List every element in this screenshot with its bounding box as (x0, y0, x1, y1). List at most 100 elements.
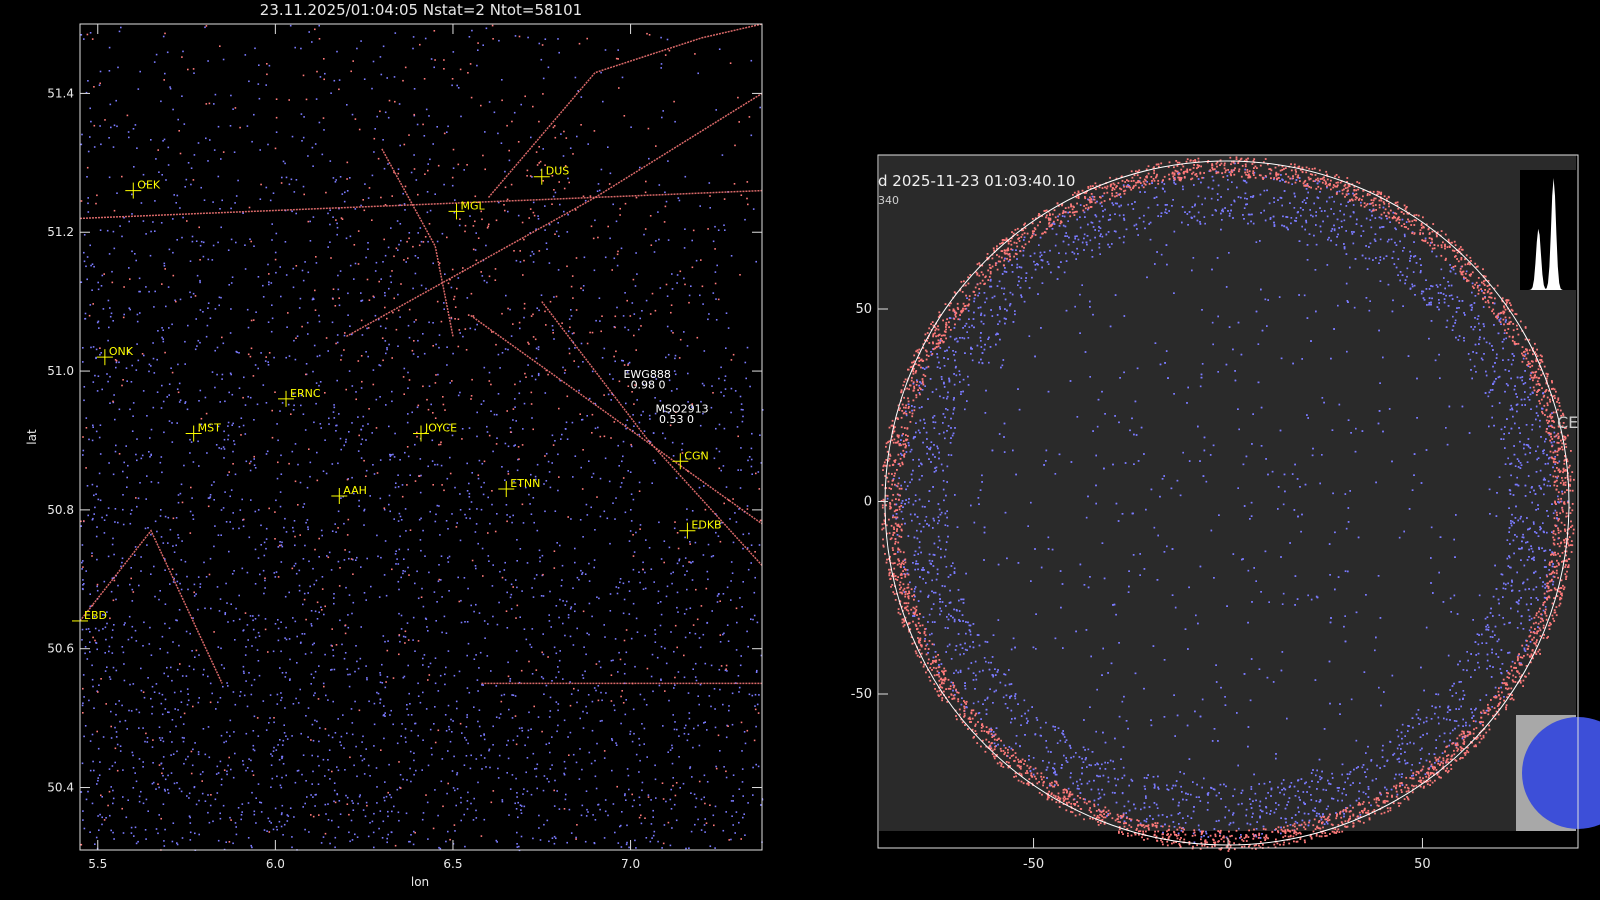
left-red-point (161, 772, 163, 775)
left-blue-point (82, 674, 85, 676)
left-blue-point (266, 450, 269, 453)
left-blue-point (230, 207, 232, 210)
left-blue-point (563, 372, 566, 374)
left-blue-point (262, 384, 265, 386)
left-blue-point (163, 845, 166, 847)
left-blue-point (134, 253, 136, 255)
left-blue-point (738, 788, 741, 790)
left-blue-point (611, 769, 613, 772)
left-red-point (649, 215, 652, 217)
left-blue-point (703, 774, 706, 777)
left-blue-point (175, 517, 178, 519)
left-blue-point (308, 560, 310, 563)
left-blue-point (517, 816, 519, 819)
left-blue-point (362, 415, 365, 418)
left-blue-point (158, 814, 160, 816)
left-red-point (91, 555, 93, 557)
left-blue-point (546, 777, 548, 780)
left-blue-point (407, 548, 409, 551)
left-blue-point (373, 296, 375, 299)
left-blue-point (98, 327, 100, 329)
left-blue-point (104, 626, 107, 629)
left-blue-point (462, 335, 464, 338)
left-red-point (504, 186, 507, 189)
left-blue-point (556, 790, 558, 792)
left-blue-point (152, 221, 154, 223)
left-red-point (667, 821, 670, 824)
left-blue-point (605, 692, 607, 694)
left-blue-point (279, 491, 282, 493)
left-blue-point (287, 403, 290, 406)
left-red-point (575, 838, 577, 840)
left-blue-point (488, 101, 491, 103)
left-blue-point (671, 744, 673, 747)
left-blue-point (160, 456, 163, 458)
left-blue-point (466, 714, 468, 716)
left-blue-point (656, 656, 659, 659)
left-red-point (511, 120, 513, 123)
left-blue-point (195, 593, 197, 595)
left-blue-point (639, 759, 641, 762)
left-blue-point (294, 620, 297, 623)
left-red-point (508, 149, 510, 152)
left-blue-point (136, 459, 138, 462)
left-blue-point (710, 555, 713, 558)
left-blue-point (184, 363, 186, 365)
left-blue-point (285, 626, 287, 629)
left-blue-point (456, 773, 458, 776)
left-blue-point (659, 400, 662, 402)
left-blue-point (129, 583, 131, 586)
left-blue-point (557, 453, 559, 456)
left-blue-point (713, 457, 716, 460)
left-blue-point (250, 460, 252, 463)
left-blue-point (566, 841, 568, 844)
left-red-point (291, 567, 294, 570)
left-blue-point (440, 464, 443, 467)
left-blue-point (388, 494, 391, 497)
left-blue-point (97, 747, 100, 750)
left-blue-point (536, 463, 539, 466)
left-blue-point (538, 309, 540, 312)
left-blue-point (97, 281, 99, 284)
left-blue-point (175, 619, 177, 621)
left-red-point (480, 835, 483, 837)
left-blue-point (154, 290, 156, 293)
left-blue-point (650, 823, 653, 825)
left-red-point (344, 632, 347, 635)
left-blue-point (320, 842, 323, 844)
left-red-point (406, 240, 408, 243)
left-blue-point (258, 97, 261, 100)
left-blue-point (457, 394, 460, 397)
left-blue-point (280, 813, 283, 816)
left-blue-point (475, 809, 477, 812)
left-blue-point (215, 773, 218, 775)
left-blue-point (119, 745, 122, 747)
left-blue-point (217, 701, 219, 704)
left-blue-point (394, 553, 397, 555)
left-blue-point (604, 810, 607, 813)
left-red-point (520, 669, 523, 672)
left-blue-point (230, 603, 232, 605)
left-blue-point (604, 457, 607, 460)
left-blue-point (109, 678, 112, 680)
left-blue-point (661, 847, 663, 849)
left-blue-point (726, 586, 729, 589)
left-blue-point (425, 108, 428, 111)
left-blue-point (516, 735, 519, 737)
left-blue-point (163, 788, 166, 791)
left-blue-point (498, 39, 500, 42)
left-blue-point (603, 347, 606, 350)
left-blue-point (220, 778, 223, 781)
left-blue-point (621, 76, 624, 79)
left-blue-point (217, 646, 220, 648)
left-blue-point (128, 709, 130, 712)
left-blue-point (207, 794, 209, 796)
left-blue-point (89, 631, 91, 633)
left-blue-point (388, 287, 390, 290)
left-blue-point (641, 723, 643, 725)
left-blue-point (652, 834, 655, 837)
left-blue-point (275, 749, 278, 751)
left-blue-point (189, 452, 191, 454)
left-blue-point (444, 683, 446, 686)
left-blue-point (598, 297, 601, 299)
